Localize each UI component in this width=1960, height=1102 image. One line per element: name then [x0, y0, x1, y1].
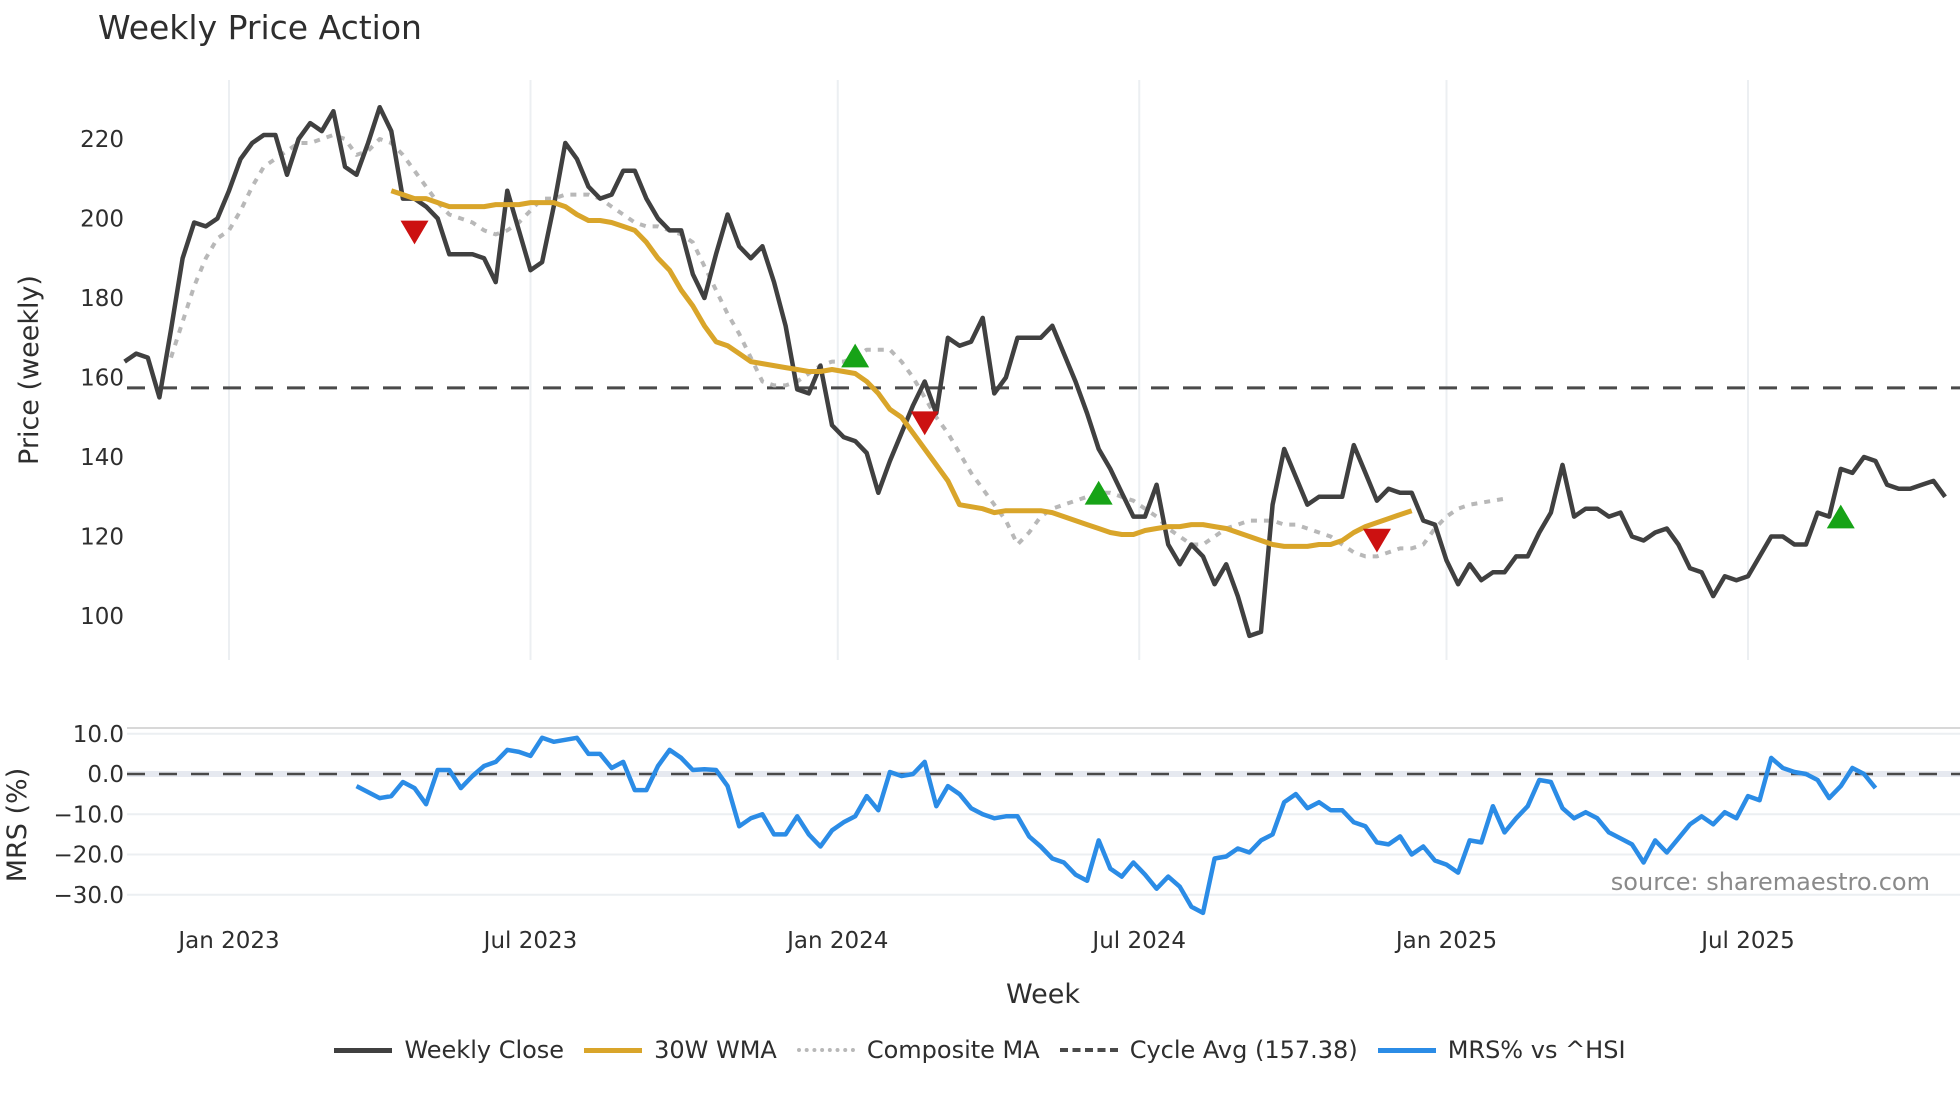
mrs-y-tick-label: −30.0	[54, 883, 124, 909]
wma-30w-line	[390, 188, 1413, 549]
sell-signal-triangle-down-icon	[1362, 528, 1391, 553]
legend-swatch-icon	[334, 1047, 393, 1053]
y-tick-label: 200	[80, 207, 124, 233]
legend-item-close[interactable]: Weekly Close	[334, 1036, 564, 1064]
legend-swatch-icon	[1059, 1048, 1118, 1052]
y-axis-title: Price (weekly)	[14, 275, 45, 465]
mrs-y-tick-label: −10.0	[54, 802, 124, 828]
y-tick-label: 140	[80, 445, 124, 471]
mrs-y-axis-title: MRS (%)	[2, 768, 33, 883]
x-tick-label: Jul 2023	[482, 928, 578, 954]
y-tick-label: 160	[80, 366, 124, 392]
legend: Weekly Close 30W WMA Composite MA Cycle Avg…	[0, 1036, 1960, 1064]
sell-signal-triangle-down-icon	[910, 411, 939, 436]
legend-item-wma[interactable]: 30W WMA	[584, 1036, 777, 1064]
legend-swatch-icon	[1377, 1047, 1436, 1053]
legend-label: Composite MA	[866, 1036, 1040, 1064]
legend-label: 30W WMA	[654, 1036, 777, 1064]
x-tick-label: Jan 2023	[176, 928, 279, 954]
x-tick-label: Jul 2025	[1699, 928, 1795, 954]
y-tick-label: 180	[80, 286, 124, 312]
chart-title: Weekly Price Action	[98, 8, 422, 47]
x-tick-label: Jan 2024	[785, 928, 888, 954]
legend-label: Weekly Close	[404, 1036, 565, 1064]
source-label: source: sharemaestro.com	[1611, 868, 1930, 896]
mrs-y-tick-label: 10.0	[73, 722, 124, 748]
y-tick-label: 220	[80, 127, 124, 153]
legend-item-mrs[interactable]: MRS% vs ^HSI	[1377, 1036, 1626, 1064]
y-tick-label: 120	[80, 525, 124, 551]
mrs-y-tick-label: −20.0	[54, 843, 124, 869]
x-tick-label: Jul 2024	[1090, 928, 1186, 954]
y-tick-label: 100	[80, 604, 124, 630]
legend-item-cycle[interactable]: Cycle Avg (157.38)	[1059, 1036, 1358, 1064]
mrs-line	[355, 735, 1878, 916]
weekly-close-line	[123, 104, 1947, 639]
legend-label: MRS% vs ^HSI	[1447, 1036, 1626, 1064]
legend-swatch-icon	[796, 1048, 855, 1052]
mrs-y-tick-label: 0.0	[87, 762, 124, 788]
x-axis-title: Week	[1006, 979, 1080, 1010]
legend-label: Cycle Avg (157.38)	[1129, 1036, 1358, 1064]
buy-signal-triangle-up-icon	[1084, 480, 1113, 505]
buy-signal-triangle-up-icon	[841, 343, 870, 368]
legend-item-composite[interactable]: Composite MA	[796, 1036, 1040, 1064]
x-tick-label: Jan 2025	[1394, 928, 1497, 954]
buy-signal-triangle-up-icon	[1826, 504, 1855, 529]
legend-swatch-icon	[584, 1047, 643, 1053]
sell-signal-triangle-down-icon	[400, 220, 429, 245]
